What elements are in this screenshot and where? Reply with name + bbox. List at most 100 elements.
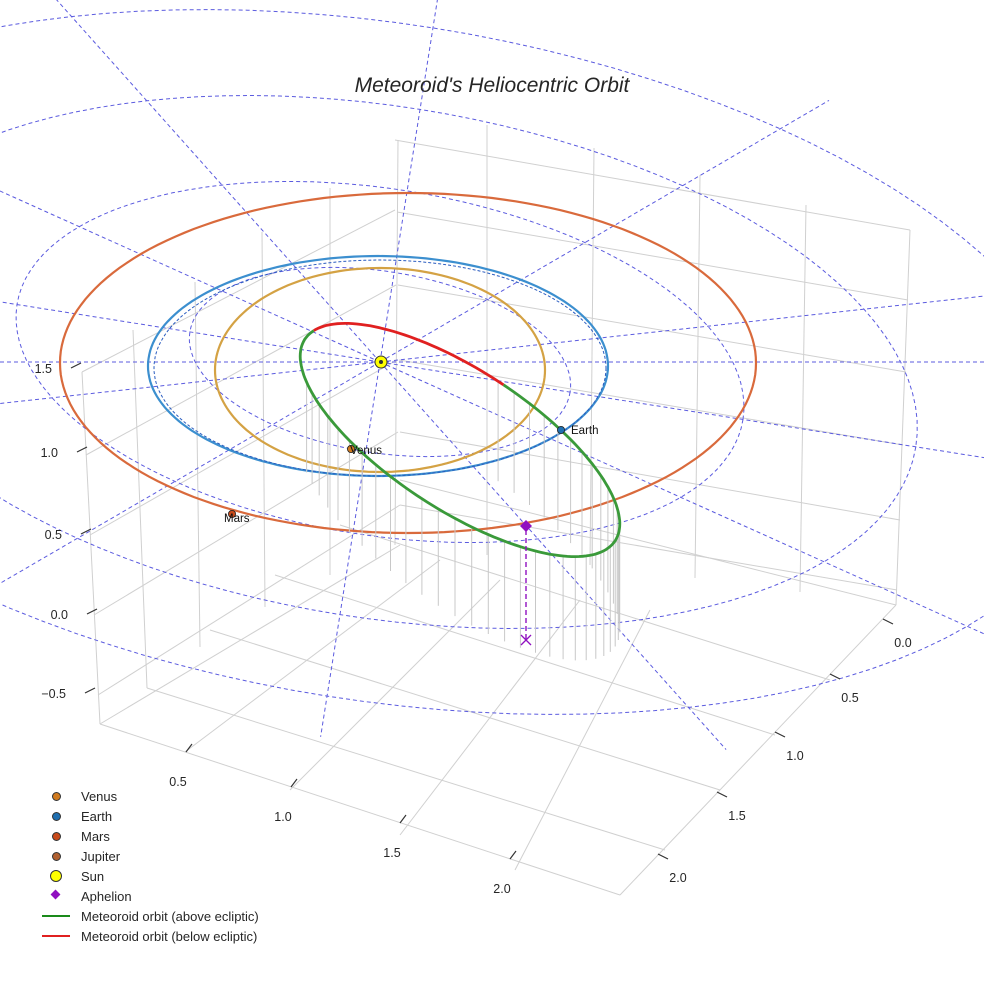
grid-line xyxy=(93,431,399,616)
legend-key xyxy=(40,786,80,806)
y-tick-mark xyxy=(657,853,669,860)
z-tick-mark xyxy=(84,687,96,694)
x-tick-label: 0.5 xyxy=(169,775,186,789)
polar-spoke xyxy=(0,361,381,584)
y-tick-label: 2.0 xyxy=(669,871,686,885)
legend-key xyxy=(40,826,80,846)
z-tick-label: 1.5 xyxy=(35,362,52,376)
grid-line xyxy=(99,723,621,896)
legend-sun-icon xyxy=(50,870,62,882)
grid-line xyxy=(399,479,897,606)
grid-line xyxy=(694,174,701,579)
polar-spoke xyxy=(320,361,381,737)
chart-markers: Venus Earth Mars xyxy=(224,355,599,646)
box-grid xyxy=(81,125,911,896)
y-tick-label: 1.5 xyxy=(728,809,745,823)
grid-line xyxy=(398,359,904,446)
legend: Venus Earth Mars Jupiter Sun Aphelion Meteoroi… xyxy=(40,786,259,946)
z-tick-label: 1.0 xyxy=(41,446,58,460)
grid-line xyxy=(97,504,401,696)
y-tick-label: 1.0 xyxy=(786,749,803,763)
grid-line xyxy=(394,139,911,231)
z-tick-mark xyxy=(86,608,98,615)
y-tick-mark xyxy=(716,791,728,798)
polar-spoke xyxy=(379,0,438,363)
x-tick-mark xyxy=(399,814,407,824)
x-tick-label: 1.0 xyxy=(274,810,291,824)
legend-item: Sun xyxy=(40,866,259,886)
polar-spoke xyxy=(379,99,830,363)
grid-line xyxy=(81,371,101,725)
polar-spoke xyxy=(56,0,381,363)
legend-key xyxy=(40,866,80,886)
grid-line xyxy=(289,579,501,791)
legend-dot-icon xyxy=(52,852,61,861)
polar-spoke xyxy=(0,361,381,404)
legend-label: Meteoroid orbit (above ecliptic) xyxy=(81,908,259,924)
grid-line xyxy=(184,559,441,753)
legend-key xyxy=(40,926,80,946)
planet-earth xyxy=(557,425,566,434)
legend-item: Earth xyxy=(40,806,259,826)
legend-item: Mars xyxy=(40,826,259,846)
x-tick-label: 1.5 xyxy=(383,846,400,860)
z-tick-mark xyxy=(76,446,88,453)
y-tick-label: 0.5 xyxy=(841,691,858,705)
label-venus: Venus xyxy=(350,445,382,457)
polar-spoke xyxy=(0,190,381,363)
label-earth: Earth xyxy=(571,425,599,437)
legend-key xyxy=(40,806,80,826)
x-tick-mark xyxy=(290,778,298,788)
grid-line xyxy=(396,211,909,301)
z-tick-label: −0.5 xyxy=(41,687,66,701)
polar-ring xyxy=(188,266,572,458)
legend-label: Meteoroid orbit (below ecliptic) xyxy=(81,928,258,944)
y-tick-mark xyxy=(882,618,894,625)
grid-line xyxy=(261,231,266,608)
meteoroid-orbit-above xyxy=(298,329,622,558)
legend-item: Meteoroid orbit (below ecliptic) xyxy=(40,926,259,946)
legend-key xyxy=(40,886,80,906)
grid-line xyxy=(209,629,721,791)
grid-line xyxy=(397,284,907,373)
legend-key xyxy=(40,906,80,926)
polar-spoke xyxy=(379,361,984,635)
grid-line xyxy=(514,609,651,871)
planet-venus xyxy=(346,444,355,453)
x-tick-label: 2.0 xyxy=(493,882,510,896)
z-tick-mark xyxy=(70,362,82,369)
chart-title: Meteoroid's Heliocentric Orbit xyxy=(354,74,630,97)
y-tick-label: 0.0 xyxy=(894,636,911,650)
grid-line xyxy=(132,329,148,689)
legend-dot-icon xyxy=(52,832,61,841)
y-tick-mark xyxy=(774,731,786,738)
grid-line xyxy=(394,139,399,546)
meteoroid-orbit xyxy=(298,322,622,661)
label-mars: Mars xyxy=(224,513,250,525)
grid-line xyxy=(99,544,401,725)
grid-line xyxy=(895,229,911,606)
polar-grid xyxy=(0,0,984,750)
grid-line xyxy=(81,209,396,373)
x-tick-mark xyxy=(509,850,517,860)
legend-line-icon xyxy=(42,935,70,937)
grid-line xyxy=(89,359,398,536)
orbit-earth-projection xyxy=(153,259,607,477)
legend-label: Sun xyxy=(81,868,105,884)
planet-mars xyxy=(227,509,236,518)
grid-line xyxy=(85,284,397,456)
axis-ticks: −0.5 0.0 0.5 1.0 1.5 0.5 1.0 1.5 2.0 0.0 0.5 1.0 1.5… xyxy=(35,362,912,896)
grid-line xyxy=(339,524,831,681)
legend-item: Venus xyxy=(40,786,259,806)
polar-spoke xyxy=(379,295,984,363)
legend-label: Aphelion xyxy=(81,888,132,904)
legend-key xyxy=(40,846,80,866)
orbit-venus xyxy=(213,266,547,474)
grid-line xyxy=(589,147,595,566)
grid-line xyxy=(274,574,776,736)
grid-line xyxy=(194,281,201,648)
legend-item: Meteoroid orbit (above ecliptic) xyxy=(40,906,259,926)
z-tick-label: 0.5 xyxy=(45,528,62,542)
polar-spoke xyxy=(379,361,984,459)
